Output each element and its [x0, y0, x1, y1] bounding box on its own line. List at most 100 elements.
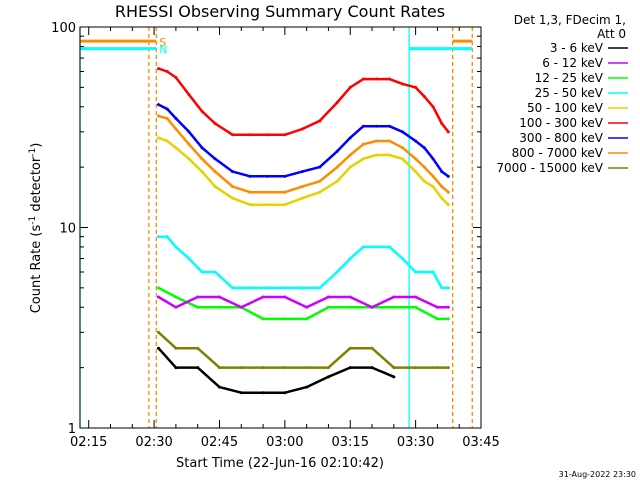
data-point [374, 245, 378, 249]
axes: 02:15 02:30 02:45 03:00 03:15 03:30 03:45 100 10… [51, 21, 500, 450]
data-point [283, 190, 287, 194]
data-point [300, 170, 304, 174]
series-line-1 [157, 103, 450, 178]
data-point [414, 85, 418, 89]
generation-timestamp: 31-Aug-2022 23:30 [559, 470, 636, 479]
data-point [213, 170, 217, 174]
data-point [361, 77, 365, 81]
y-axis-title-end: ) [29, 143, 44, 148]
data-point [174, 346, 178, 350]
flag-label-S: S [159, 36, 166, 49]
data-point [300, 185, 304, 189]
data-point [283, 133, 287, 137]
data-point [440, 185, 444, 189]
data-point [348, 346, 352, 350]
data-point [431, 157, 435, 161]
data-point [446, 203, 450, 207]
data-point [348, 305, 352, 309]
data-point [174, 127, 178, 131]
data-point [217, 295, 221, 299]
data-point [326, 375, 330, 379]
legend-header-line1: Det 1,3, FDecim 1, [514, 13, 626, 27]
data-point [156, 235, 160, 239]
data-point [156, 114, 160, 118]
data-point [361, 157, 365, 161]
data-point [165, 107, 169, 111]
data-point [335, 101, 339, 105]
x-tick-label: 02:15 [70, 435, 107, 450]
data-point [392, 366, 396, 370]
data-point [283, 203, 287, 207]
y-axis-title: Count Rate (s-1 detector-1) [28, 143, 44, 314]
data-point [248, 286, 252, 290]
data-point [200, 270, 204, 274]
series-line-4 [158, 235, 449, 290]
data-point [196, 295, 200, 299]
data-point [361, 245, 365, 249]
data-point [422, 95, 426, 99]
data-point [165, 69, 169, 73]
data-point [401, 257, 405, 261]
data-point [348, 165, 352, 169]
data-point [165, 116, 169, 120]
data-point [187, 257, 191, 261]
data-point [392, 305, 396, 309]
data-point [361, 142, 365, 146]
series-line-8 [157, 347, 395, 394]
plot-area: SN [79, 27, 473, 428]
data-point [305, 366, 309, 370]
y-tick-label: 1 [68, 422, 76, 437]
data-point [318, 286, 322, 290]
y-axis-title-sup1: -1 [28, 216, 38, 225]
data-point [387, 245, 391, 249]
data-point [156, 330, 160, 334]
data-point [374, 124, 378, 128]
data-point [261, 295, 265, 299]
x-axis-title: Start Time (22-Jun-16 02:10:42) [176, 456, 384, 471]
y-axis-title-main: Count Rate (s [29, 225, 44, 314]
data-point [231, 185, 235, 189]
data-point [370, 366, 374, 370]
chart-title: RHESSI Observing Summary Count Rates [115, 2, 445, 21]
data-point [165, 235, 169, 239]
legend-header-line2: Att 0 [597, 27, 626, 41]
data-point [440, 170, 444, 174]
data-point [213, 122, 217, 126]
data-point [156, 136, 160, 140]
data-point [200, 170, 204, 174]
data-point [446, 286, 450, 290]
x-tick-label: 03:45 [462, 435, 499, 450]
x-tick-label: 02:30 [135, 435, 172, 450]
data-point [156, 346, 160, 350]
data-point [401, 82, 405, 86]
data-point [217, 366, 221, 370]
data-point [261, 366, 265, 370]
data-point [440, 196, 444, 200]
x-tick-label: 03:00 [266, 435, 303, 450]
data-point [187, 130, 191, 134]
x-tick-label: 03:30 [397, 435, 434, 450]
data-point [231, 133, 235, 137]
data-point [374, 139, 378, 143]
data-point [326, 295, 330, 299]
data-point [435, 317, 439, 321]
legend-label: 100 - 300 keV [519, 116, 603, 130]
data-point [348, 136, 352, 140]
data-point [326, 366, 330, 370]
data-point [446, 130, 450, 134]
data-point [187, 93, 191, 97]
data-point [348, 295, 352, 299]
data-point [440, 286, 444, 290]
data-point [422, 146, 426, 150]
data-point [265, 133, 269, 137]
y-tick-label: 10 [59, 222, 76, 237]
data-point [283, 295, 287, 299]
data-point [387, 77, 391, 81]
data-point [300, 127, 304, 131]
data-point [435, 366, 439, 370]
data-point [213, 157, 217, 161]
data-point [414, 366, 418, 370]
data-point [283, 174, 287, 178]
data-point [196, 366, 200, 370]
data-point [239, 366, 243, 370]
